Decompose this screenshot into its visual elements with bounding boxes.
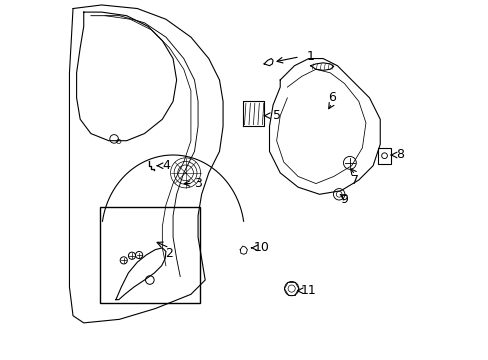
Text: 5: 5 <box>272 109 280 122</box>
Text: 6: 6 <box>327 91 335 104</box>
Text: 1: 1 <box>306 50 314 63</box>
Text: 7: 7 <box>350 174 359 186</box>
Bar <box>378 148 390 164</box>
Bar <box>100 207 200 303</box>
Text: 3: 3 <box>194 177 202 190</box>
Text: 10: 10 <box>253 241 269 255</box>
Text: 11: 11 <box>300 284 316 297</box>
Text: 9: 9 <box>340 193 348 206</box>
Text: 8: 8 <box>395 148 403 162</box>
Text: 4: 4 <box>162 159 169 172</box>
Text: 2: 2 <box>165 247 173 260</box>
